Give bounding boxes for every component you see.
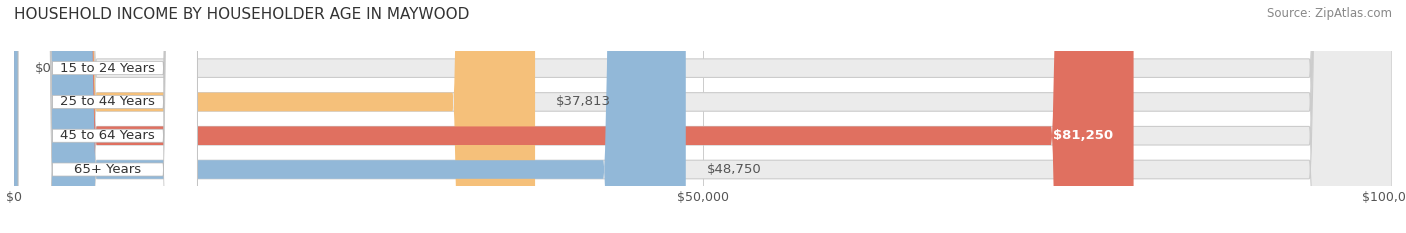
- Text: 25 to 44 Years: 25 to 44 Years: [60, 96, 155, 108]
- FancyBboxPatch shape: [18, 0, 197, 233]
- FancyBboxPatch shape: [14, 0, 1133, 233]
- FancyBboxPatch shape: [14, 0, 1392, 233]
- Text: 65+ Years: 65+ Years: [75, 163, 142, 176]
- FancyBboxPatch shape: [18, 0, 197, 233]
- Text: HOUSEHOLD INCOME BY HOUSEHOLDER AGE IN MAYWOOD: HOUSEHOLD INCOME BY HOUSEHOLDER AGE IN M…: [14, 7, 470, 22]
- FancyBboxPatch shape: [14, 0, 1392, 233]
- Text: $81,250: $81,250: [1053, 129, 1114, 142]
- FancyBboxPatch shape: [18, 0, 197, 233]
- Text: $0: $0: [35, 62, 52, 75]
- Text: $48,750: $48,750: [706, 163, 761, 176]
- FancyBboxPatch shape: [14, 0, 1392, 233]
- Text: 45 to 64 Years: 45 to 64 Years: [60, 129, 155, 142]
- FancyBboxPatch shape: [14, 0, 1392, 233]
- FancyBboxPatch shape: [14, 0, 686, 233]
- Text: $37,813: $37,813: [555, 96, 610, 108]
- Text: Source: ZipAtlas.com: Source: ZipAtlas.com: [1267, 7, 1392, 20]
- Text: 15 to 24 Years: 15 to 24 Years: [60, 62, 155, 75]
- FancyBboxPatch shape: [14, 0, 536, 233]
- FancyBboxPatch shape: [18, 0, 197, 233]
